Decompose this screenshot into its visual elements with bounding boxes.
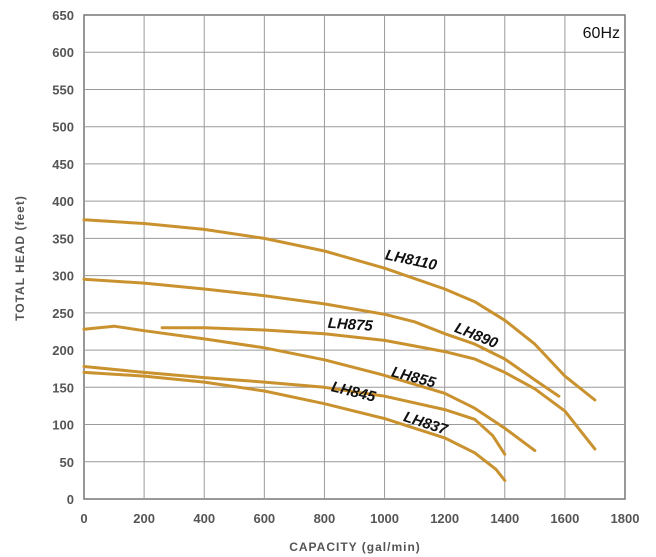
y-tick-label: 200: [52, 343, 74, 358]
y-tick-label: 0: [67, 492, 74, 507]
curve-lh855: [160, 326, 597, 451]
x-tick-label: 0: [80, 511, 87, 526]
x-tick-label: 1800: [611, 511, 640, 526]
series-label-lh845: LH845: [329, 378, 377, 406]
curve-lh875: [82, 324, 537, 453]
curve-lh845: [82, 365, 507, 456]
x-tick-label: 1200: [430, 511, 459, 526]
y-axis-ticks: 0 50 100 150 200 250 300 350 400 450 500 550 600 650: [52, 8, 74, 507]
curve-lh890: [82, 277, 561, 398]
y-tick-label: 300: [52, 269, 74, 284]
grid: [83, 14, 626, 500]
y-axis-title: TOTAL HEAD (feet): [13, 195, 27, 321]
plot-frame: [83, 14, 626, 500]
y-tick-label: 250: [52, 306, 74, 321]
y-tick-label: 650: [52, 8, 74, 23]
y-tick-label: 400: [52, 194, 74, 209]
frequency-label: 60Hz: [583, 25, 620, 42]
y-tick-label: 450: [52, 157, 74, 172]
x-tick-label: 1600: [550, 511, 579, 526]
curve-lh8110: [82, 218, 597, 402]
curves: [82, 218, 597, 482]
series-label-lh890: LH890: [452, 319, 501, 352]
y-tick-label: 100: [52, 418, 74, 433]
y-tick-label: 500: [52, 120, 74, 135]
series-label-lh875: LH875: [327, 315, 374, 335]
x-tick-label: 600: [253, 511, 275, 526]
x-tick-label: 1400: [490, 511, 519, 526]
y-tick-label: 550: [52, 82, 74, 97]
series-label-lh837: LH837: [401, 408, 450, 438]
x-tick-label: 1000: [370, 511, 399, 526]
y-tick-label: 600: [52, 45, 74, 60]
x-axis-title: CAPACITY (gal/min): [289, 540, 421, 554]
curve-lh837: [82, 370, 507, 482]
y-tick-label: 350: [52, 231, 74, 246]
x-tick-label: 200: [133, 511, 155, 526]
x-axis-ticks: 0 200 400 600 800 1000 1200 1400 1600 1800: [80, 511, 639, 526]
y-tick-label: 150: [52, 380, 74, 395]
x-tick-label: 800: [314, 511, 336, 526]
x-tick-label: 400: [193, 511, 215, 526]
y-tick-label: 50: [60, 455, 74, 470]
